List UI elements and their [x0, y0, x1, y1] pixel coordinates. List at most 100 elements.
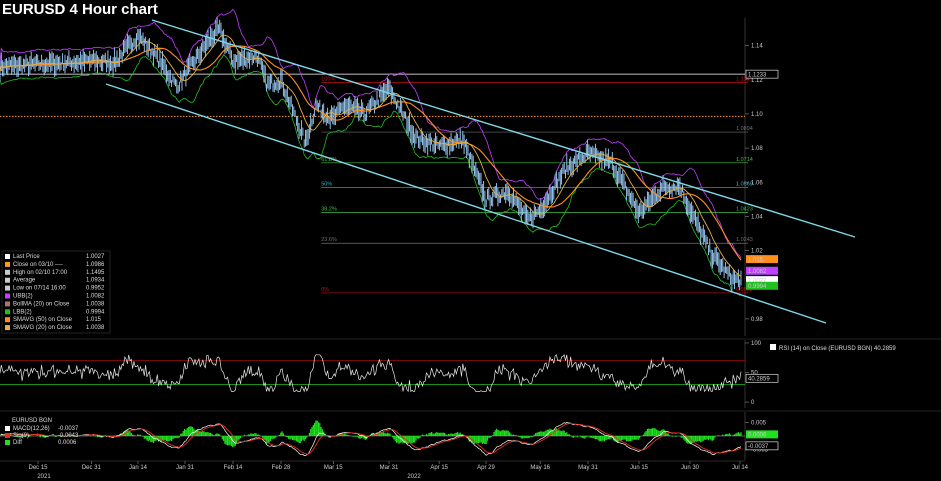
x-tick-label: Jan 14: [129, 465, 148, 471]
legend-swatch: [5, 277, 10, 283]
x-tick-label: Dec 15: [28, 465, 48, 471]
legend-swatch: [5, 301, 10, 307]
x-axis: Dec 15 Dec 31 Jan 14 Jan 31 Feb 14 Feb 28 Mar …: [0, 460, 749, 480]
macd-legend: EURUSD BGN MACD(12,26) -0.0037 Sig(9) -0.004…: [5, 418, 79, 446]
x-tick-label: May 16: [530, 465, 550, 471]
legend-label: Low on 07/14 16:00: [13, 286, 66, 292]
price-y-tick-label: 1.10: [751, 112, 763, 118]
legend-value: 1.1495: [86, 270, 105, 276]
rsi-y-tick-label: 50: [751, 371, 758, 377]
legend-swatch: [5, 269, 10, 275]
x-tick-label: Mar 15: [324, 465, 343, 471]
macd-panel: 0.005 -0.005 EURUSD BGN MACD(12,26) -0.0037 S…: [0, 410, 941, 460]
channel-lower-line: [105, 83, 827, 324]
fib-level-value: 1.0714: [736, 157, 753, 163]
rsi-legend-label: RSI (14) on Close (EURUSD BGN) 40.2859: [779, 346, 896, 352]
macd-legend-value: -0.0043: [58, 433, 79, 439]
legend-label: Last Price: [13, 254, 40, 260]
legend-label: UBB(2): [13, 294, 33, 300]
price-y-tick-label: 1.14: [751, 44, 763, 50]
legend-label: BollMA (20) on Close: [13, 301, 70, 307]
legend-label: SMAVG (50) on Close: [13, 317, 73, 323]
x-year-label: 2022: [407, 474, 421, 480]
macd-signal-line: [0, 423, 742, 455]
legend-swatch: [5, 293, 10, 299]
price-badge: 1.0082: [746, 266, 778, 275]
price-badge-label: 1.0082: [748, 269, 767, 275]
fib-level-label: 100%: [321, 76, 335, 82]
x-tick-label: Feb 28: [272, 465, 291, 471]
x-tick-label: Apr 29: [477, 465, 495, 471]
price-panel: 1.14 1.12 1.10 1.08 1.06 1.04 1.02 0.98 100% 1.11…: [0, 8, 941, 336]
x-tick-label: Feb 14: [224, 465, 243, 471]
legend-swatch: [5, 309, 10, 315]
macd-source-label: EURUSD BGN: [12, 418, 52, 424]
x-tick-label: Jul 14: [732, 465, 749, 471]
legend-value: 0.9952: [86, 286, 105, 292]
rsi-panel: 100 50 0 RSI (14) on Close (EURUSD BGN) 40.…: [0, 338, 941, 408]
price-badge-label: 1.0027: [748, 278, 767, 284]
fib-level-value: 1.0423: [736, 207, 753, 213]
rsi-legend: RSI (14) on Close (EURUSD BGN) 40.2859: [770, 344, 896, 352]
price-y-tick-label: 1.04: [751, 214, 763, 220]
macd-legend-value: -0.0037: [58, 426, 79, 432]
legend-value: 1.0038: [86, 325, 105, 331]
x-year-label: 2021: [37, 474, 51, 480]
price-background: [0, 18, 941, 336]
rsi-legend-swatch: [770, 344, 776, 350]
macd-badge-bg: [745, 441, 779, 451]
legend-swatch: [5, 325, 10, 331]
fib-level-label: 38.2%: [321, 207, 337, 213]
fib-level-label: 23.6%: [321, 237, 337, 243]
macd-badge-bg: [746, 430, 778, 439]
legend-value: 1.0934: [86, 278, 105, 284]
macd-legend-swatch: [5, 440, 10, 445]
fib-level-value: 1.0569: [736, 182, 753, 188]
x-tick-label: Jan 31: [176, 465, 195, 471]
macd-line: [0, 421, 742, 456]
legend-label: Average: [13, 278, 36, 284]
legend-swatch: [5, 261, 10, 267]
price-y-tick-label: 1.02: [751, 249, 763, 255]
rsi-y-tick-label: 100: [751, 341, 762, 347]
legend-value: 1.0027: [86, 254, 105, 260]
x-tick-label: Dec 31: [82, 465, 102, 471]
legend-label: LBB(2): [13, 309, 32, 315]
price-y-tick-label: 1.06: [751, 180, 763, 186]
price-badge-bg: [746, 255, 778, 264]
macd-badge-label: 0.0006: [748, 433, 767, 439]
legend-swatch: [5, 317, 10, 323]
price-badge-bg: [746, 281, 778, 290]
macd-y-tick-label: 0.005: [751, 421, 767, 427]
rsi-badge-bg: [745, 373, 779, 383]
macd-legend-value: 0.0006: [58, 440, 77, 446]
price-badge-bg: [745, 69, 779, 79]
x-tick-label: Jun 30: [681, 465, 700, 471]
x-tick-label: Jun 15: [630, 465, 649, 471]
rsi-y-tick-label: 0: [751, 400, 755, 406]
legend-value: 1.015: [86, 317, 102, 323]
rsi-line: [0, 353, 742, 393]
legend-label: Close on 03/10 ----: [13, 262, 63, 268]
price-y-tick-label: 1.08: [751, 146, 763, 152]
macd-legend-swatch: [5, 426, 10, 431]
macd-y-tick-label: -0.005: [751, 447, 769, 453]
legend-label: SMAVG (20) on Close: [13, 325, 73, 331]
price-badge: 1.015: [746, 255, 778, 263]
macd-legend-swatch: [5, 433, 10, 438]
price-y-tick-label: 1.12: [751, 78, 763, 84]
price-badge: 0.9994: [746, 281, 778, 290]
rsi-badge-label: 40.2859: [748, 377, 770, 383]
x-tick-label: Apr 15: [430, 465, 448, 471]
price-badge-label: 1.015: [748, 257, 764, 263]
price-badge-bg: [746, 266, 778, 275]
x-tick-label: May 31: [578, 465, 598, 471]
fib-level-label: 0%: [321, 287, 329, 293]
channel-upper-line: [151, 19, 856, 238]
chart-title: EURUSD 4 Hour chart: [2, 1, 158, 18]
fib-level-label: 50%: [321, 182, 332, 188]
legend-value: 1.0082: [86, 294, 105, 300]
legend-swatch: [5, 285, 10, 291]
price-badge: 1.1233: [745, 69, 779, 79]
